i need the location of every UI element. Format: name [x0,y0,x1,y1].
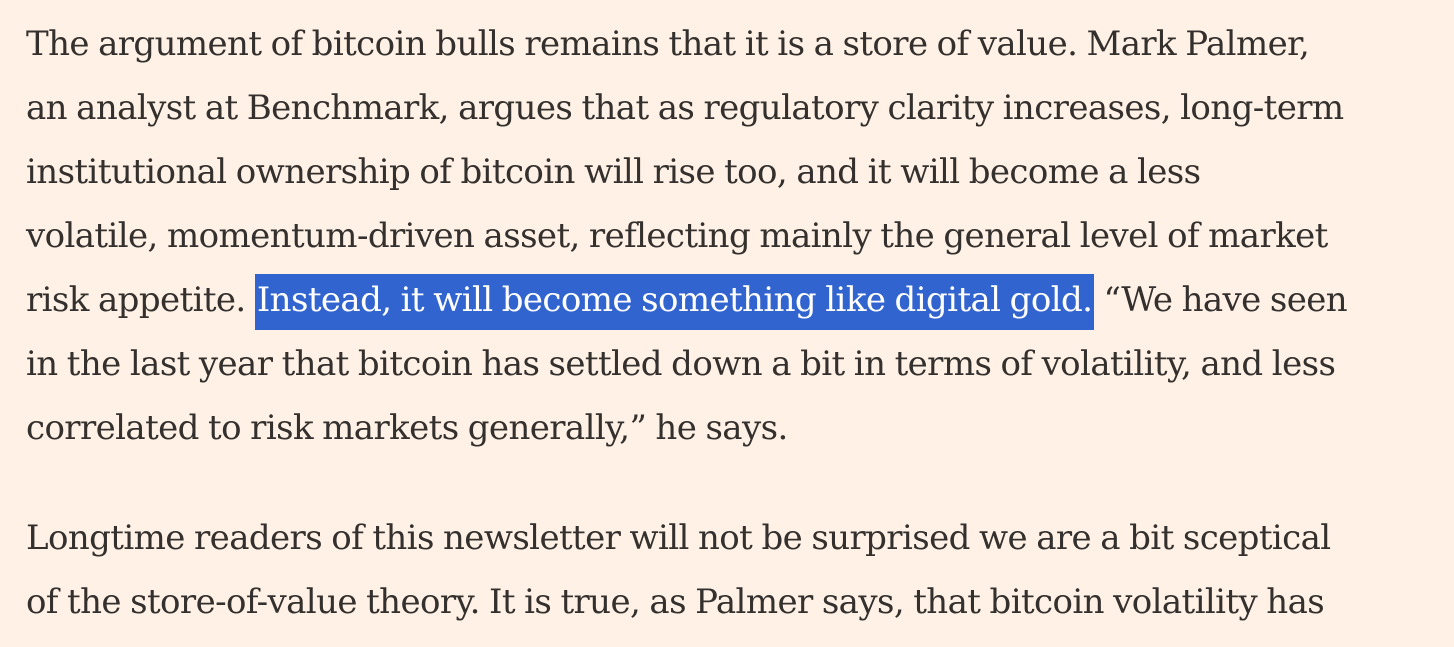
paragraph-1-line-7: correlated to risk markets generally,” h… [26,408,788,448]
line-5-text-before: risk appetite. [26,280,255,320]
paragraph-2-line-2: of the store-of-value theory. It is true… [26,582,1325,622]
line-5-text-after: “We have seen [1094,280,1348,320]
paragraph-1-line-5: risk appetite. Instead, it will become s… [26,268,1434,332]
paragraph-1-line-6: in the last year that bitcoin has settle… [26,344,1336,384]
paragraph-1: The argument of bitcoin bulls remains th… [26,12,1434,460]
paragraph-2-line-1: Longtime readers of this newsletter will… [26,518,1331,558]
paragraph-1-line-1: The argument of bitcoin bulls remains th… [26,24,1310,64]
paragraph-2: Longtime readers of this newsletter will… [26,506,1434,634]
selected-text[interactable]: Instead, it will become something like d… [254,274,1095,330]
paragraph-1-line-3: institutional ownership of bitcoin will … [26,152,1201,192]
paragraph-1-line-4: volatile, momentum-driven asset, reflect… [26,216,1328,256]
paragraph-1-line-2: an analyst at Benchmark, argues that as … [26,88,1344,128]
